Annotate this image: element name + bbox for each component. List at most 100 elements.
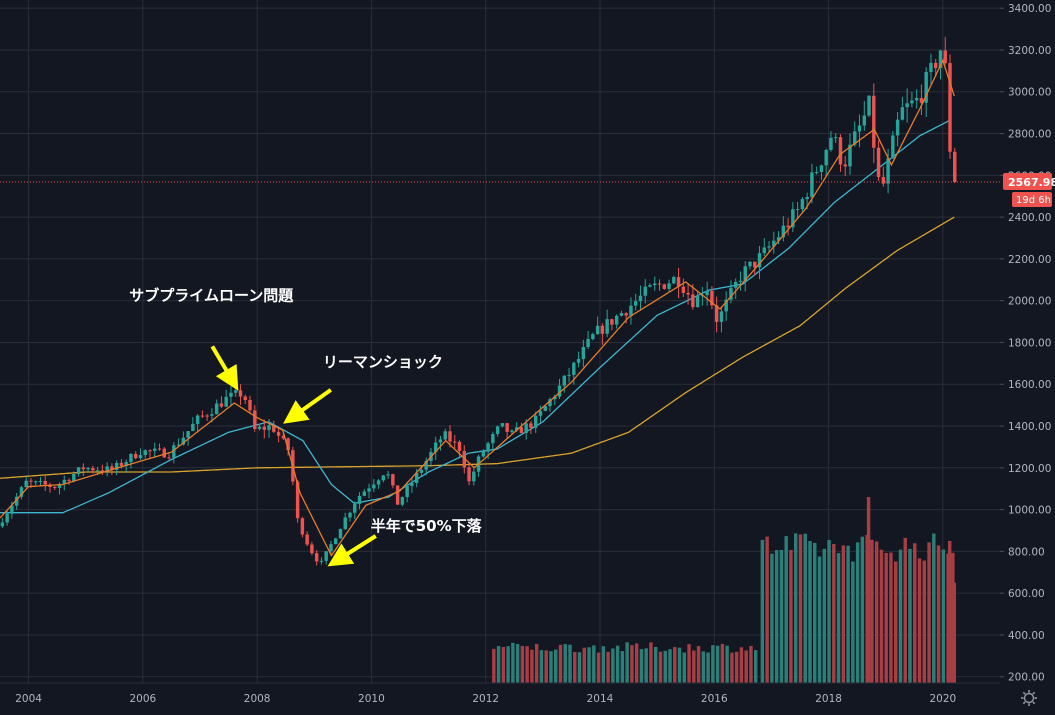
volume-bar	[649, 642, 653, 683]
candle-body	[224, 396, 228, 407]
volume-bar	[720, 643, 725, 683]
y-tick-label: 1200.00	[1008, 463, 1051, 475]
candle-body	[434, 442, 438, 453]
x-tick-label: 2012	[472, 693, 499, 705]
volume-bar	[927, 542, 931, 683]
volume-bar	[744, 650, 748, 683]
volume-bar	[606, 651, 610, 683]
volume-bar	[730, 652, 734, 683]
y-axis-background	[1000, 0, 1055, 715]
candle-body	[229, 392, 233, 397]
volume-bar	[673, 647, 677, 683]
candle-body	[514, 427, 519, 431]
volume-bar	[639, 649, 644, 683]
volume-bar	[634, 643, 639, 683]
volume-bar	[884, 552, 888, 683]
candle-body	[391, 474, 395, 486]
candle-body	[772, 240, 776, 247]
volume-bar	[596, 652, 601, 683]
candle-body	[891, 135, 895, 159]
candle-body	[372, 484, 376, 489]
volume-bar	[770, 553, 774, 683]
candle-body	[605, 319, 609, 334]
volume-bar	[836, 553, 841, 683]
x-tick-label: 2006	[129, 693, 156, 705]
candle-body	[329, 544, 333, 552]
candle-body	[672, 277, 676, 284]
candle-body	[138, 455, 143, 459]
volume-bar	[520, 645, 525, 683]
volume-bar	[511, 642, 515, 683]
volume-bar	[558, 644, 563, 683]
candle-body	[95, 470, 100, 472]
candle-body	[505, 423, 509, 432]
volume-bar	[592, 645, 596, 683]
gear-icon[interactable]	[1021, 690, 1037, 706]
volume-bar	[644, 648, 648, 683]
candle-body	[481, 451, 486, 457]
candle-body	[953, 151, 957, 183]
candle-body	[214, 403, 219, 415]
candle-body	[629, 305, 633, 316]
volume-bar	[501, 647, 506, 683]
countdown-tag	[1012, 192, 1052, 208]
candle-body	[643, 286, 647, 296]
candle-body	[805, 197, 809, 200]
candle-body	[67, 479, 71, 481]
gear-tooth	[1022, 701, 1026, 705]
candle-body	[272, 425, 276, 432]
candle-body	[591, 334, 595, 340]
x-axis[interactable]: 2004 2006 2008 2010 2012 2014 2016 2018 2020	[0, 682, 1000, 715]
volume-bar	[715, 645, 720, 683]
x-tick-label: 2018	[815, 693, 842, 705]
volume-bar	[894, 561, 898, 683]
candle-body	[824, 149, 828, 166]
candle-body	[872, 95, 876, 148]
candle-body	[81, 467, 86, 470]
candle-body	[195, 415, 200, 424]
candle-body	[729, 287, 733, 300]
volume-bar	[711, 645, 715, 683]
candle-body	[19, 487, 24, 497]
candle-body	[253, 410, 257, 429]
candle-body	[86, 468, 90, 470]
candle-body	[886, 158, 890, 184]
candle-body	[691, 294, 695, 308]
candle-body	[710, 290, 714, 306]
settings-button[interactable]	[1021, 690, 1037, 706]
candle-body	[124, 462, 128, 466]
candle-body	[257, 426, 262, 429]
candle-body	[5, 513, 9, 523]
candle-body	[634, 301, 638, 306]
candle-body	[386, 474, 390, 476]
candle-body	[948, 63, 952, 152]
candle-body	[838, 137, 843, 165]
candle-body	[600, 325, 605, 334]
volume-bar	[866, 497, 871, 683]
volume-bar	[563, 644, 567, 683]
candle-body	[400, 497, 405, 505]
y-tick-label: 1600.00	[1008, 379, 1051, 391]
candle-body	[686, 292, 690, 295]
volume-bar	[544, 650, 548, 683]
candle-body	[314, 553, 319, 562]
candle-body	[348, 512, 352, 518]
volume-bar	[625, 642, 629, 683]
candle-body	[295, 481, 300, 519]
candle-body	[586, 339, 590, 348]
volume-bar	[577, 652, 582, 683]
candle-body	[362, 491, 366, 496]
candle-body	[919, 97, 924, 103]
volume-bar	[860, 536, 865, 683]
candle-body	[448, 431, 452, 442]
grid	[0, 0, 1000, 683]
y-axis[interactable]: 200.00 400.00 600.00 800.00 1000.00 1200.00 14…	[1000, 0, 1055, 715]
volume-bar	[784, 536, 788, 683]
candle-body	[653, 283, 657, 286]
volume-bar	[549, 651, 553, 683]
candle-body	[381, 475, 386, 481]
candle-body	[157, 448, 162, 450]
